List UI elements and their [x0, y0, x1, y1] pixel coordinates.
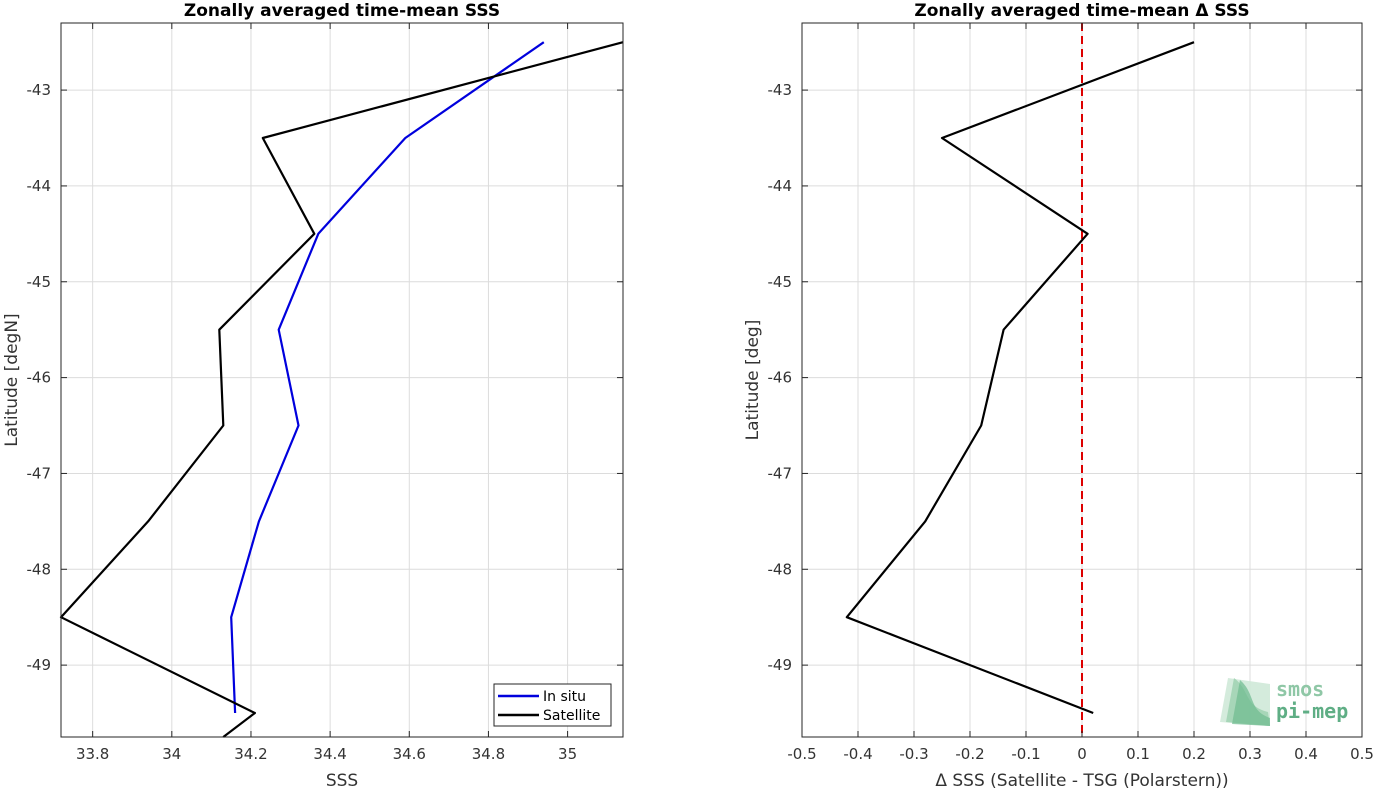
logo-wave-mark: [1232, 680, 1270, 726]
x-tick-label: 34: [162, 745, 181, 763]
y-axis-label: Latitude [degN]: [2, 313, 22, 446]
y-tick-label: -47: [768, 464, 793, 482]
x-tick-label: -0.5: [787, 745, 816, 763]
x-tick-label: 34.6: [393, 745, 426, 763]
y-tick-label: -48: [768, 560, 793, 578]
smos-pi-mep-logo: smos pi-mep: [1220, 677, 1348, 726]
delta-sss-profile-panel: -0.5 -0.4 -0.3 -0.2 -0.1 0 0.1 0.2 0.3 0.4 0.5 -43…: [743, 1, 1374, 790]
y-axis-label: Latitude [deg]: [743, 320, 763, 441]
x-tick-label: 34.2: [234, 745, 267, 763]
y-tick-label: -46: [768, 369, 793, 387]
axes-frame: [60, 22, 624, 738]
x-tick-label: 0.4: [1294, 745, 1318, 763]
x-tick-label: 0.5: [1350, 745, 1374, 763]
chart-title: Zonally averaged time-mean Δ SSS: [914, 1, 1249, 21]
y-tick-labels: -43 -44 -45 -46 -47 -48 -49: [27, 81, 52, 674]
y-tick-label: -44: [27, 177, 52, 195]
legend-box: [493, 683, 612, 727]
y-tick-label: -47: [27, 464, 52, 482]
logo-text-smos: smos: [1276, 677, 1324, 701]
legend: In situ Satellite: [493, 683, 612, 727]
y-tick-label: -46: [27, 369, 52, 387]
y-tick-label: -49: [27, 656, 52, 674]
logo-text-pi-mep: pi-mep: [1276, 699, 1348, 723]
x-tick-label: 0.2: [1182, 745, 1206, 763]
x-tick-label: -0.1: [1011, 745, 1040, 763]
x-tick-label: -0.2: [955, 745, 984, 763]
x-axis-label: Δ SSS (Satellite - TSG (Polarstern)): [935, 771, 1228, 790]
series-line-0: [845, 41, 1195, 715]
legend-label-in-situ: In situ: [543, 689, 586, 705]
y-tick-label: -45: [768, 273, 793, 291]
x-tick-label: 34.8: [472, 745, 505, 763]
series-lines: [59, 41, 624, 738]
x-axis-label: SSS: [326, 771, 358, 790]
series-line-in-situ: [230, 41, 545, 714]
y-tick-label: -45: [27, 273, 52, 291]
series-line-satellite: [59, 41, 624, 738]
x-tick-labels: 33.8 34 34.2 34.4 34.6 34.8 35: [76, 745, 577, 763]
x-tick-labels: -0.5 -0.4 -0.3 -0.2 -0.1 0 0.1 0.2 0.3 0.4 0.5: [787, 745, 1374, 763]
legend-label-satellite: Satellite: [543, 708, 600, 724]
x-tick-label: 0.1: [1126, 745, 1150, 763]
y-tick-label: -48: [27, 560, 52, 578]
x-tick-label: 0.3: [1238, 745, 1262, 763]
y-tick-label: -44: [768, 177, 793, 195]
chart-title: Zonally averaged time-mean SSS: [184, 1, 500, 21]
x-tick-label: 0: [1077, 745, 1087, 763]
tick-marks: [61, 23, 623, 737]
y-tick-label: -43: [27, 81, 52, 99]
y-tick-labels: -43 -44 -45 -46 -47 -48 -49: [768, 81, 793, 674]
y-tick-label: -43: [768, 81, 793, 99]
sss-profile-panel: 33.8 34 34.2 34.4 34.6 34.8 35 -43 -44 -45 -46 -47…: [2, 1, 624, 790]
x-tick-label: -0.4: [843, 745, 872, 763]
y-tick-label: -49: [768, 656, 793, 674]
x-tick-label: 35: [558, 745, 577, 763]
grid-lines: [61, 23, 623, 737]
x-tick-label: -0.3: [899, 745, 928, 763]
tick-marks: [801, 23, 1363, 737]
x-tick-label: 33.8: [76, 745, 109, 763]
plot-area: [61, 23, 623, 737]
x-tick-label: 34.4: [313, 745, 346, 763]
series-lines: [845, 41, 1195, 715]
